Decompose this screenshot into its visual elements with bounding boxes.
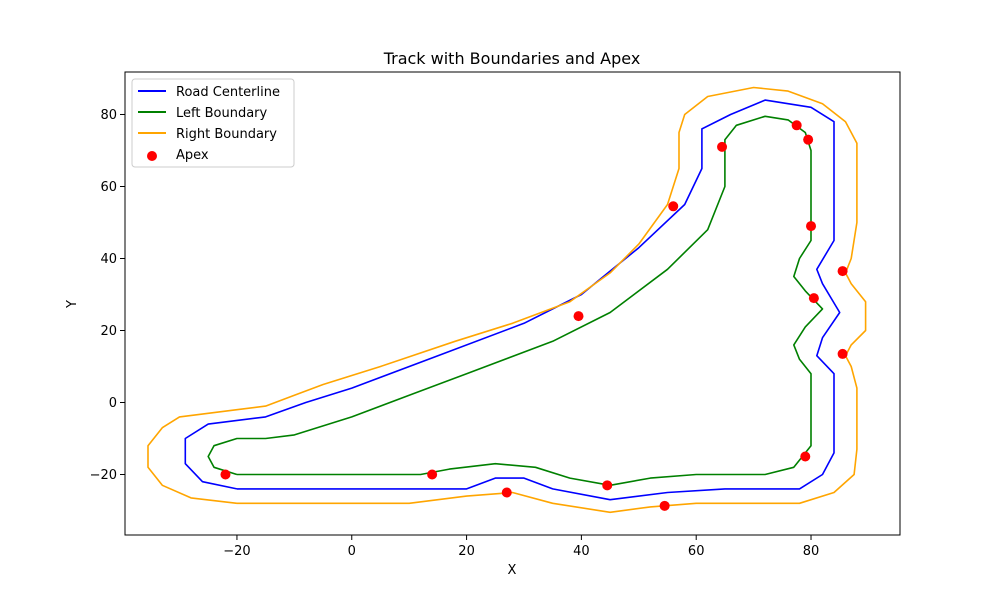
- apex-point-6: [668, 201, 679, 212]
- apex-point-4: [659, 500, 670, 511]
- legend-swatch-apex: [147, 151, 157, 161]
- apex-point-14: [800, 451, 811, 462]
- legend-box: [131, 78, 295, 168]
- y-tick-label: 40: [100, 252, 117, 267]
- apex-point-1: [427, 469, 438, 480]
- x-tick-label: 0: [348, 544, 356, 559]
- legend-label-road-centerline: Road Centerline: [176, 85, 280, 100]
- apex-point-10: [806, 221, 817, 232]
- chart-title: Track with Boundaries and Apex: [383, 49, 641, 68]
- road-centerline-line: [184, 99, 841, 501]
- y-tick-label: −20: [90, 468, 117, 483]
- plot-area: [147, 86, 867, 514]
- legend-label-left-boundary: Left Boundary: [176, 106, 268, 121]
- y-tick-label: 20: [100, 324, 117, 339]
- x-axis-label: X: [508, 563, 517, 578]
- y-tick-label: 0: [109, 396, 117, 411]
- y-axis-label: Y: [65, 300, 80, 309]
- x-tick-label: 80: [803, 544, 820, 559]
- apex-point-11: [808, 293, 819, 304]
- apex-point-0: [220, 469, 231, 480]
- x-tick-label: 40: [573, 544, 590, 559]
- apex-point-7: [717, 141, 728, 152]
- right-boundary-line: [147, 86, 867, 514]
- x-tick-label: 60: [688, 544, 705, 559]
- x-tick-label: 20: [458, 544, 475, 559]
- y-tick-label: 80: [100, 108, 117, 123]
- apex-point-5: [573, 311, 584, 322]
- legend: Road Centerline Left Boundary Right Bounda…: [131, 78, 295, 168]
- y-axis: −20 0 20 40 60 80: [90, 108, 125, 483]
- plot-frame: [124, 71, 901, 536]
- x-axis: −20 0 20 40 60 80: [223, 535, 819, 559]
- left-boundary-line: [207, 115, 824, 487]
- apex-point-8: [791, 120, 802, 131]
- apex-point-9: [803, 134, 814, 145]
- legend-label-apex: Apex: [176, 148, 209, 163]
- legend-label-right-boundary: Right Boundary: [176, 127, 277, 142]
- apex-point-13: [837, 348, 848, 359]
- apex-point-2: [501, 487, 512, 498]
- apex-point-12: [837, 266, 848, 277]
- apex-point-3: [602, 480, 613, 491]
- x-tick-label: −20: [223, 544, 250, 559]
- y-tick-label: 60: [100, 180, 117, 195]
